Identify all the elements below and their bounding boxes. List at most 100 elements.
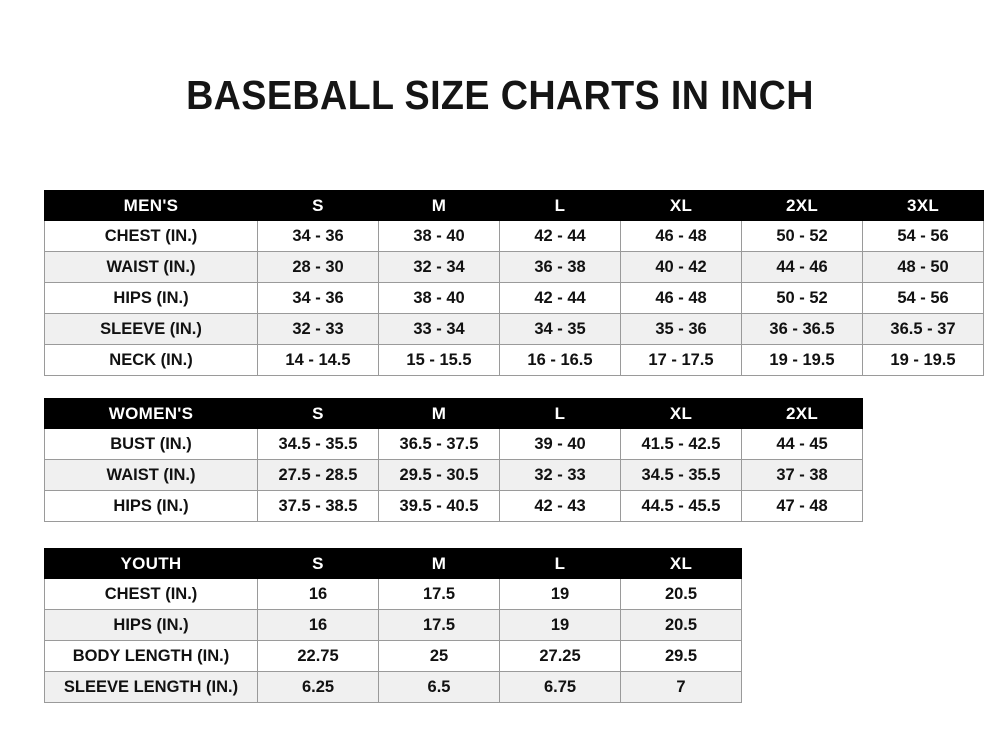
measurement-cell: 46 - 48: [620, 220, 742, 252]
measurement-cell: 32 - 33: [499, 459, 621, 491]
column-header-s: S: [257, 548, 379, 579]
measurement-cell: 32 - 34: [378, 251, 500, 283]
column-header-l: L: [499, 190, 621, 221]
measurement-cell: 54 - 56: [862, 282, 984, 314]
column-header-s: S: [257, 190, 379, 221]
row-label: HIPS (IN.): [44, 490, 258, 522]
measurement-cell: 38 - 40: [378, 220, 500, 252]
column-header-l: L: [499, 548, 621, 579]
measurement-cell: 20.5: [620, 578, 742, 610]
measurement-cell: 15 - 15.5: [378, 344, 500, 376]
table-header-row: WOMEN'S S M L XL 2XL: [44, 398, 863, 429]
measurement-cell: 39.5 - 40.5: [378, 490, 500, 522]
measurement-cell: 33 - 34: [378, 313, 500, 345]
row-label: SLEEVE (IN.): [44, 313, 258, 345]
table-header-row: YOUTH S M L XL: [44, 548, 742, 579]
mens-table-header: MEN'S S M L XL 2XL 3XL: [44, 190, 984, 221]
measurement-cell: 34 - 36: [257, 220, 379, 252]
measurement-cell: 29.5: [620, 640, 742, 672]
table-row: SLEEVE (IN.) 32 - 33 33 - 34 34 - 35 35 - 36…: [44, 313, 984, 345]
row-label: HIPS (IN.): [44, 282, 258, 314]
column-header-m: M: [378, 398, 500, 429]
measurement-cell: 19 - 19.5: [741, 344, 863, 376]
column-header-xl: XL: [620, 190, 742, 221]
measurement-cell: 19: [499, 578, 621, 610]
table-row: CHEST (IN.) 34 - 36 38 - 40 42 - 44 46 - 48 5…: [44, 220, 984, 252]
measurement-cell: 17.5: [378, 609, 500, 641]
table-row: BODY LENGTH (IN.) 22.75 25 27.25 29.5: [44, 640, 742, 672]
table-row: NECK (IN.) 14 - 14.5 15 - 15.5 16 - 16.5 17 …: [44, 344, 984, 376]
row-label: CHEST (IN.): [44, 220, 258, 252]
column-header-s: S: [257, 398, 379, 429]
youth-table-body: CHEST (IN.) 16 17.5 19 20.5 HIPS (IN.) 16 17.5 1…: [44, 578, 742, 703]
row-label: BODY LENGTH (IN.): [44, 640, 258, 672]
womens-size-table: WOMEN'S S M L XL 2XL BUST (IN.) 34.5 - 35.5 36.…: [44, 398, 863, 522]
row-label: WAIST (IN.): [44, 459, 258, 491]
measurement-cell: 27.25: [499, 640, 621, 672]
youth-table-header: YOUTH S M L XL: [44, 548, 742, 579]
measurement-cell: 28 - 30: [257, 251, 379, 283]
column-header-m: M: [378, 548, 500, 579]
measurement-cell: 46 - 48: [620, 282, 742, 314]
measurement-cell: 44 - 46: [741, 251, 863, 283]
measurement-cell: 6.75: [499, 671, 621, 703]
measurement-cell: 44.5 - 45.5: [620, 490, 742, 522]
measurement-cell: 34 - 36: [257, 282, 379, 314]
measurement-cell: 36.5 - 37: [862, 313, 984, 345]
row-label: NECK (IN.): [44, 344, 258, 376]
measurement-cell: 48 - 50: [862, 251, 984, 283]
row-label: CHEST (IN.): [44, 578, 258, 610]
measurement-cell: 25: [378, 640, 500, 672]
column-header-xl: XL: [620, 398, 742, 429]
table-row: HIPS (IN.) 34 - 36 38 - 40 42 - 44 46 - 48 50…: [44, 282, 984, 314]
measurement-cell: 42 - 43: [499, 490, 621, 522]
womens-table-header: WOMEN'S S M L XL 2XL: [44, 398, 863, 429]
measurement-cell: 14 - 14.5: [257, 344, 379, 376]
measurement-cell: 34 - 35: [499, 313, 621, 345]
measurement-cell: 54 - 56: [862, 220, 984, 252]
mens-table-body: CHEST (IN.) 34 - 36 38 - 40 42 - 44 46 - 48 5…: [44, 220, 984, 376]
measurement-cell: 7: [620, 671, 742, 703]
measurement-cell: 47 - 48: [741, 490, 863, 522]
measurement-cell: 50 - 52: [741, 282, 863, 314]
table-row: SLEEVE LENGTH (IN.) 6.25 6.5 6.75 7: [44, 671, 742, 703]
youth-size-table: YOUTH S M L XL CHEST (IN.) 16 17.5 19 20.5 HIPS (…: [44, 548, 742, 703]
measurement-cell: 29.5 - 30.5: [378, 459, 500, 491]
womens-table-body: BUST (IN.) 34.5 - 35.5 36.5 - 37.5 39 - 40 4…: [44, 428, 863, 522]
column-header-3xl: 3XL: [862, 190, 984, 221]
measurement-cell: 39 - 40: [499, 428, 621, 460]
measurement-cell: 50 - 52: [741, 220, 863, 252]
measurement-cell: 42 - 44: [499, 282, 621, 314]
table-row: BUST (IN.) 34.5 - 35.5 36.5 - 37.5 39 - 40 4…: [44, 428, 863, 460]
table-corner-label-mens: MEN'S: [44, 190, 258, 221]
measurement-cell: 34.5 - 35.5: [257, 428, 379, 460]
row-label: WAIST (IN.): [44, 251, 258, 283]
table-row: HIPS (IN.) 37.5 - 38.5 39.5 - 40.5 42 - 43 4…: [44, 490, 863, 522]
measurement-cell: 36 - 36.5: [741, 313, 863, 345]
measurement-cell: 34.5 - 35.5: [620, 459, 742, 491]
measurement-cell: 27.5 - 28.5: [257, 459, 379, 491]
measurement-cell: 19: [499, 609, 621, 641]
measurement-cell: 40 - 42: [620, 251, 742, 283]
measurement-cell: 16 - 16.5: [499, 344, 621, 376]
measurement-cell: 17.5: [378, 578, 500, 610]
mens-size-table: MEN'S S M L XL 2XL 3XL CHEST (IN.) 34 - 36 38 - …: [44, 190, 984, 376]
page-title: BASEBALL SIZE CHARTS IN INCH: [186, 72, 814, 118]
table-corner-label-womens: WOMEN'S: [44, 398, 258, 429]
measurement-cell: 16: [257, 609, 379, 641]
measurement-cell: 6.5: [378, 671, 500, 703]
column-header-m: M: [378, 190, 500, 221]
row-label: SLEEVE LENGTH (IN.): [44, 671, 258, 703]
table-row: WAIST (IN.) 27.5 - 28.5 29.5 - 30.5 32 - 33…: [44, 459, 863, 491]
column-header-xl: XL: [620, 548, 742, 579]
measurement-cell: 6.25: [257, 671, 379, 703]
column-header-2xl: 2XL: [741, 398, 863, 429]
row-label: HIPS (IN.): [44, 609, 258, 641]
measurement-cell: 19 - 19.5: [862, 344, 984, 376]
measurement-cell: 37.5 - 38.5: [257, 490, 379, 522]
measurement-cell: 22.75: [257, 640, 379, 672]
measurement-cell: 35 - 36: [620, 313, 742, 345]
measurement-cell: 38 - 40: [378, 282, 500, 314]
measurement-cell: 36 - 38: [499, 251, 621, 283]
measurement-cell: 16: [257, 578, 379, 610]
